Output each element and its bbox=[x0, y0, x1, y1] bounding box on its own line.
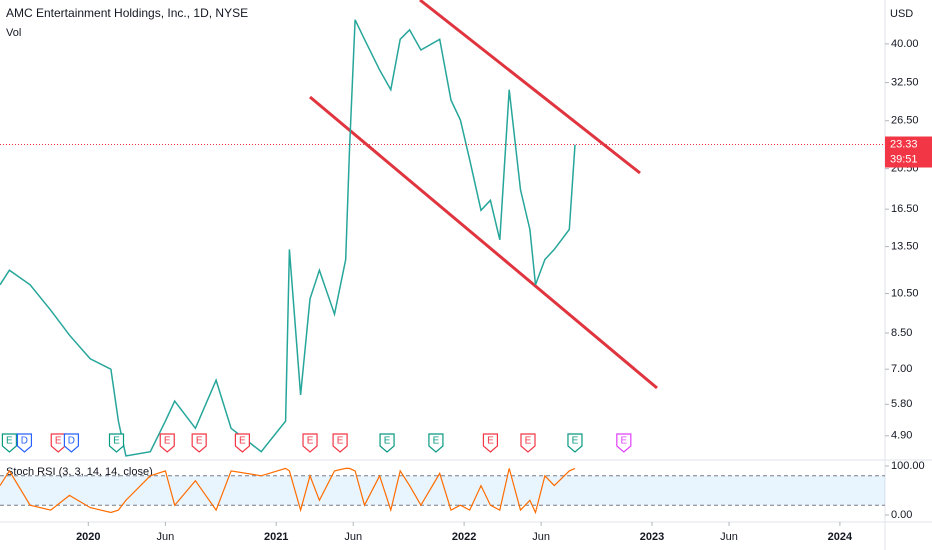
event-marker bbox=[332, 433, 348, 453]
chart-title: AMC Entertainment Holdings, Inc., 1D, NY… bbox=[6, 6, 248, 20]
event-marker bbox=[234, 433, 250, 453]
event-marker bbox=[16, 433, 33, 453]
event-label: D bbox=[21, 436, 28, 447]
indicator-label: Stoch RSI (3, 3, 14, 14, close) bbox=[6, 466, 153, 478]
stoch-tick-label: 100.00 bbox=[891, 460, 925, 472]
y-tick-label: 4.90 bbox=[891, 430, 912, 442]
event-label: E bbox=[487, 436, 494, 447]
event-marker bbox=[482, 433, 499, 453]
x-tick-label: 2021 bbox=[264, 531, 288, 543]
stoch-band bbox=[0, 475, 885, 506]
y-tick-label: 26.50 bbox=[891, 115, 919, 127]
event-marker bbox=[63, 433, 80, 453]
event-marker bbox=[50, 433, 66, 453]
y-tick-label: 32.50 bbox=[891, 77, 919, 89]
event-marker bbox=[520, 433, 536, 453]
event-label: E bbox=[433, 436, 440, 447]
event-label: E bbox=[307, 436, 314, 447]
y-tick-label: 40.00 bbox=[891, 38, 919, 50]
x-tick-label: 2024 bbox=[828, 531, 853, 543]
event-marker bbox=[159, 433, 175, 453]
y-tick-label: 16.50 bbox=[891, 203, 919, 215]
event-label: E bbox=[337, 436, 344, 447]
y-tick-label: 7.00 bbox=[891, 363, 912, 375]
x-tick-label: Jun bbox=[344, 531, 362, 543]
x-tick-label: 2023 bbox=[640, 531, 664, 543]
y-tick-label: 8.50 bbox=[891, 327, 912, 339]
last-price-label: 23.33 bbox=[890, 138, 918, 150]
last-price-box bbox=[885, 136, 932, 168]
y-tick-label: 10.50 bbox=[891, 287, 919, 299]
event-label: D bbox=[68, 436, 75, 447]
countdown-label: 39:51 bbox=[890, 153, 918, 165]
event-label: E bbox=[6, 436, 13, 447]
event-marker bbox=[616, 433, 632, 453]
volume-label: Vol bbox=[6, 27, 21, 39]
x-tick-label: 2020 bbox=[76, 531, 100, 543]
event-label: E bbox=[525, 436, 532, 447]
event-label: E bbox=[164, 436, 171, 447]
event-label: E bbox=[55, 436, 62, 447]
event-marker bbox=[108, 433, 125, 453]
y-tick-label: 13.50 bbox=[891, 241, 919, 253]
event-label: E bbox=[384, 436, 391, 447]
event-marker bbox=[1, 433, 17, 453]
x-tick-label: 2022 bbox=[452, 531, 476, 543]
event-marker bbox=[428, 433, 444, 453]
stoch-tick-label: 0.00 bbox=[891, 509, 912, 521]
event-marker bbox=[567, 433, 583, 453]
currency-label: USD bbox=[890, 8, 913, 20]
event-label: E bbox=[620, 436, 627, 447]
event-marker bbox=[191, 433, 207, 453]
x-tick-label: Jun bbox=[532, 531, 550, 543]
event-label: E bbox=[196, 436, 203, 447]
event-marker bbox=[302, 433, 318, 453]
trend-line-lower bbox=[309, 95, 658, 390]
x-tick-label: Jun bbox=[720, 531, 738, 543]
x-tick-label: Jun bbox=[156, 531, 174, 543]
event-label: E bbox=[113, 436, 120, 447]
event-marker bbox=[379, 433, 395, 453]
event-label: E bbox=[572, 436, 579, 447]
stoch-line bbox=[0, 467, 576, 515]
event-label: E bbox=[239, 436, 246, 447]
y-tick-label: 5.80 bbox=[891, 398, 912, 410]
